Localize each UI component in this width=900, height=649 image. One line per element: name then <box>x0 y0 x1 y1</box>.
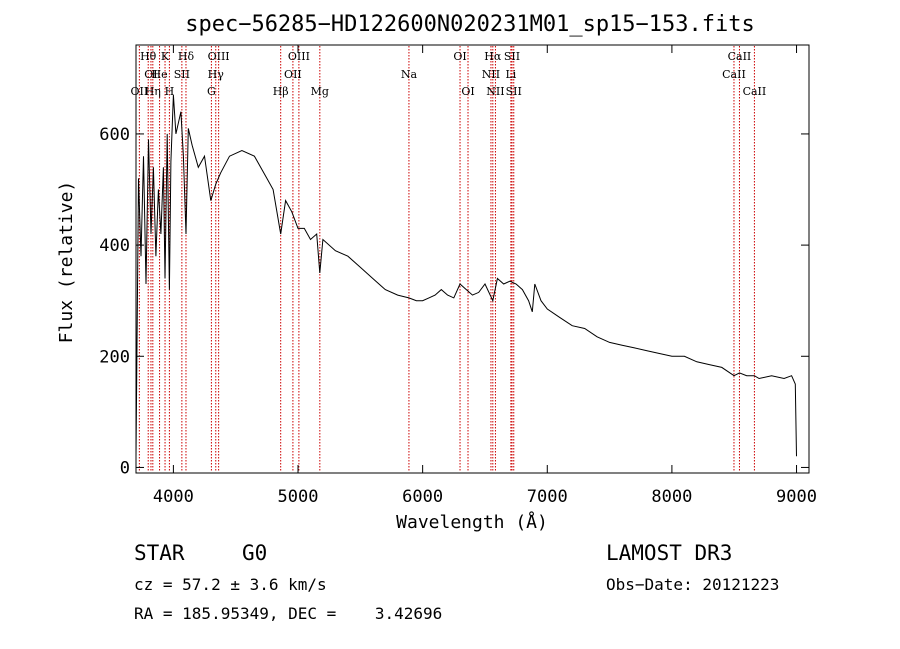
redshift-cz: cz = 57.2 ± 3.6 km/s <box>134 575 327 594</box>
spectral-line-label: Hδ <box>178 50 195 63</box>
y-tick-label: 200 <box>99 347 130 367</box>
spectral-line-label: OI <box>461 85 474 98</box>
spectral-line-label: K <box>161 50 170 63</box>
spectral-line-label: SII <box>174 68 190 81</box>
survey-name: LAMOST DR3 <box>606 541 732 565</box>
spectral-line-label: OI <box>144 68 157 81</box>
spectral-line-label: CaII <box>743 85 767 98</box>
y-axis-label: Flux (relative) <box>56 181 77 344</box>
x-axis-label: Wavelength (Å) <box>396 511 548 533</box>
spectral-line-label: He <box>152 68 168 81</box>
plot-frame <box>135 44 810 474</box>
spectral-line-label: OII <box>284 68 302 81</box>
spectral-line-label: NII <box>482 68 500 81</box>
object-class: STAR <box>134 541 185 565</box>
spectral-line-label: NII <box>486 85 504 98</box>
spectral-line-label: OII <box>131 85 149 98</box>
x-tick-label: 7000 <box>527 487 568 507</box>
spectral-line-label: CaII <box>722 68 746 81</box>
object-subclass: G0 <box>242 541 267 565</box>
x-tick-label: 6000 <box>402 487 443 507</box>
spectral-line-label: H <box>165 85 175 98</box>
spectral-line-label: SII <box>506 85 522 98</box>
y-tick-label: 400 <box>99 236 130 256</box>
spectral-line-label: Li <box>505 68 516 81</box>
spectral-line-label: Na <box>401 68 418 81</box>
spectral-line-label: CaII <box>728 50 752 63</box>
spectral-line-label: OIII <box>208 50 230 63</box>
y-tick-label: 600 <box>99 125 130 145</box>
chart-title: spec−56285−HD122600N020231M01_sp15−153.f… <box>185 12 755 37</box>
spectral-line-label: Hγ <box>208 68 225 81</box>
x-tick-label: 4000 <box>153 487 194 507</box>
y-tick-label: 0 <box>120 458 130 478</box>
x-tick-label: 9000 <box>776 487 817 507</box>
spectral-line-label: Hη <box>145 85 161 98</box>
annotation-lines <box>138 46 755 472</box>
spectral-line-label: Hθ <box>140 50 157 63</box>
x-axis: 4000 5000 6000 7000 8000 9000 <box>153 45 817 507</box>
coordinates: RA = 185.95349, DEC = 3.42696 <box>134 604 442 623</box>
spectral-line-label: OIII <box>288 50 310 63</box>
spectrum-line <box>135 94 797 457</box>
x-tick-label: 8000 <box>651 487 692 507</box>
spectral-line-label: G <box>207 85 216 98</box>
spectral-line-label: OI <box>453 50 466 63</box>
spectral-line-label: SII <box>504 50 520 63</box>
spectral-line-label: Hβ <box>273 85 289 98</box>
x-tick-label: 5000 <box>278 487 319 507</box>
spectral-line-label: Mg <box>311 85 329 98</box>
y-axis: 0 200 400 600 <box>99 125 809 478</box>
observation-date: Obs−Date: 20121223 <box>606 575 779 594</box>
spectral-line-label: Hα <box>484 50 502 63</box>
